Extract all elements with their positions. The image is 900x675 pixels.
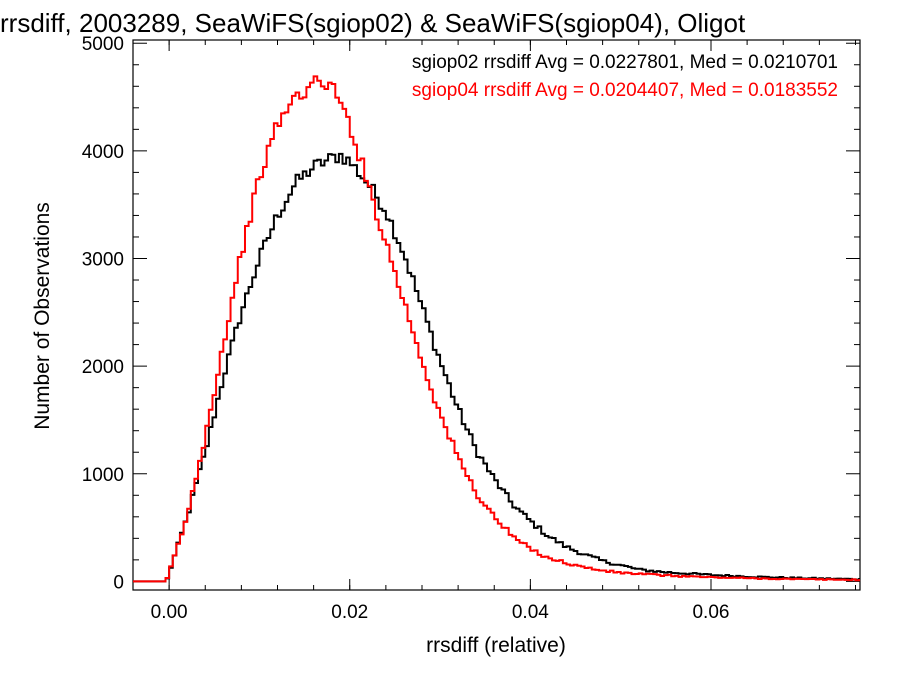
y-tick-label: 2000 [82, 357, 124, 378]
x-tick-label: 0.02 [331, 602, 368, 623]
plot-area: 0.00 0.02 0.04 0.06 0 1000 2000 3000 4000 5000 [82, 34, 861, 623]
y-tick-label: 1000 [82, 465, 124, 486]
x-tick-label: 0.06 [692, 602, 729, 623]
series-line-sgiop04 [133, 75, 861, 583]
y-tick-label: 0 [113, 572, 124, 593]
annotation-sgiop02: sgiop02 rrsdiff Avg = 0.0227801, Med = 0… [412, 52, 838, 73]
plot-frame [132, 39, 861, 591]
y-tick-label: 4000 [82, 142, 124, 163]
y-axis-label: Number of Observations [31, 202, 54, 430]
chart-title: rrsdiff, 2003289, SeaWiFS(sgiop02) & Sea… [0, 8, 746, 38]
y-tick-label: 5000 [82, 34, 124, 55]
y-tick-label: 3000 [82, 249, 124, 270]
x-axis-label: rrsdiff (relative) [426, 634, 566, 657]
x-tick-label: 0.04 [512, 602, 549, 623]
series-line-sgiop02 [133, 152, 861, 583]
x-tick-label: 0.00 [151, 602, 188, 623]
annotation-sgiop04: sgiop04 rrsdiff Avg = 0.0204407, Med = 0… [412, 80, 838, 101]
